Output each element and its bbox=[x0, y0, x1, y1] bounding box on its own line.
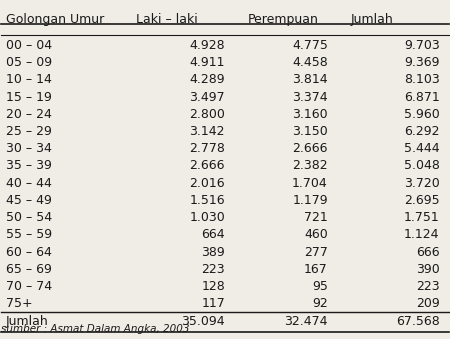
Text: 95: 95 bbox=[312, 280, 328, 293]
Text: 2.666: 2.666 bbox=[189, 159, 225, 173]
Text: 3.720: 3.720 bbox=[404, 177, 440, 190]
Text: 4.911: 4.911 bbox=[189, 56, 225, 69]
Text: 1.751: 1.751 bbox=[404, 211, 440, 224]
Text: 1.516: 1.516 bbox=[189, 194, 225, 207]
Text: 20 – 24: 20 – 24 bbox=[6, 108, 52, 121]
Text: 32.474: 32.474 bbox=[284, 315, 328, 328]
Text: sumber : Asmat Dalam Angka, 2003: sumber : Asmat Dalam Angka, 2003 bbox=[1, 324, 190, 334]
Text: 117: 117 bbox=[201, 297, 225, 310]
Text: 721: 721 bbox=[304, 211, 328, 224]
Text: 664: 664 bbox=[201, 228, 225, 241]
Text: 40 – 44: 40 – 44 bbox=[6, 177, 52, 190]
Text: 5.960: 5.960 bbox=[404, 108, 440, 121]
Text: 460: 460 bbox=[304, 228, 328, 241]
Text: 128: 128 bbox=[201, 280, 225, 293]
Text: 4.289: 4.289 bbox=[189, 73, 225, 86]
Text: 1.030: 1.030 bbox=[189, 211, 225, 224]
Text: 55 – 59: 55 – 59 bbox=[6, 228, 52, 241]
Text: 50 – 54: 50 – 54 bbox=[6, 211, 52, 224]
Text: 9.703: 9.703 bbox=[404, 39, 440, 52]
Text: 05 – 09: 05 – 09 bbox=[6, 56, 52, 69]
Text: 223: 223 bbox=[201, 263, 225, 276]
Text: 4.775: 4.775 bbox=[292, 39, 328, 52]
Text: 2.666: 2.666 bbox=[292, 142, 328, 155]
Text: 25 – 29: 25 – 29 bbox=[6, 125, 52, 138]
Text: 8.103: 8.103 bbox=[404, 73, 440, 86]
Text: Laki – laki: Laki – laki bbox=[135, 13, 197, 26]
Text: 00 – 04: 00 – 04 bbox=[6, 39, 52, 52]
Text: 9.369: 9.369 bbox=[404, 56, 440, 69]
Text: 6.292: 6.292 bbox=[404, 125, 440, 138]
Text: Golongan Umur: Golongan Umur bbox=[6, 13, 104, 26]
Text: 1.124: 1.124 bbox=[404, 228, 440, 241]
Text: 666: 666 bbox=[416, 246, 440, 259]
Text: 2.382: 2.382 bbox=[292, 159, 328, 173]
Text: 65 – 69: 65 – 69 bbox=[6, 263, 52, 276]
Text: 3.374: 3.374 bbox=[292, 91, 328, 103]
Text: 3.142: 3.142 bbox=[189, 125, 225, 138]
Text: 15 – 19: 15 – 19 bbox=[6, 91, 52, 103]
Text: 5.444: 5.444 bbox=[404, 142, 440, 155]
Text: 3.814: 3.814 bbox=[292, 73, 328, 86]
Text: Jumlah: Jumlah bbox=[350, 13, 393, 26]
Text: 389: 389 bbox=[201, 246, 225, 259]
Text: 209: 209 bbox=[416, 297, 440, 310]
Text: 3.497: 3.497 bbox=[189, 91, 225, 103]
Text: Jumlah: Jumlah bbox=[6, 315, 49, 328]
Text: 60 – 64: 60 – 64 bbox=[6, 246, 52, 259]
Text: 4.928: 4.928 bbox=[189, 39, 225, 52]
Text: 3.150: 3.150 bbox=[292, 125, 328, 138]
Text: 6.871: 6.871 bbox=[404, 91, 440, 103]
Text: 223: 223 bbox=[416, 280, 440, 293]
Text: 67.568: 67.568 bbox=[396, 315, 440, 328]
Text: 70 – 74: 70 – 74 bbox=[6, 280, 52, 293]
Text: 35 – 39: 35 – 39 bbox=[6, 159, 52, 173]
Text: 2.695: 2.695 bbox=[404, 194, 440, 207]
Text: 45 – 49: 45 – 49 bbox=[6, 194, 52, 207]
Text: 75+: 75+ bbox=[6, 297, 32, 310]
Text: 1.704: 1.704 bbox=[292, 177, 328, 190]
Text: Perempuan: Perempuan bbox=[248, 13, 318, 26]
Text: 1.179: 1.179 bbox=[292, 194, 328, 207]
Text: 4.458: 4.458 bbox=[292, 56, 328, 69]
Text: 92: 92 bbox=[312, 297, 328, 310]
Text: 390: 390 bbox=[416, 263, 440, 276]
Text: 167: 167 bbox=[304, 263, 328, 276]
Text: 30 – 34: 30 – 34 bbox=[6, 142, 52, 155]
Text: 3.160: 3.160 bbox=[292, 108, 328, 121]
Text: 2.016: 2.016 bbox=[189, 177, 225, 190]
Text: 10 – 14: 10 – 14 bbox=[6, 73, 52, 86]
Text: 277: 277 bbox=[304, 246, 328, 259]
Text: 2.800: 2.800 bbox=[189, 108, 225, 121]
Text: 35.094: 35.094 bbox=[181, 315, 225, 328]
Text: 2.778: 2.778 bbox=[189, 142, 225, 155]
Text: 5.048: 5.048 bbox=[404, 159, 440, 173]
